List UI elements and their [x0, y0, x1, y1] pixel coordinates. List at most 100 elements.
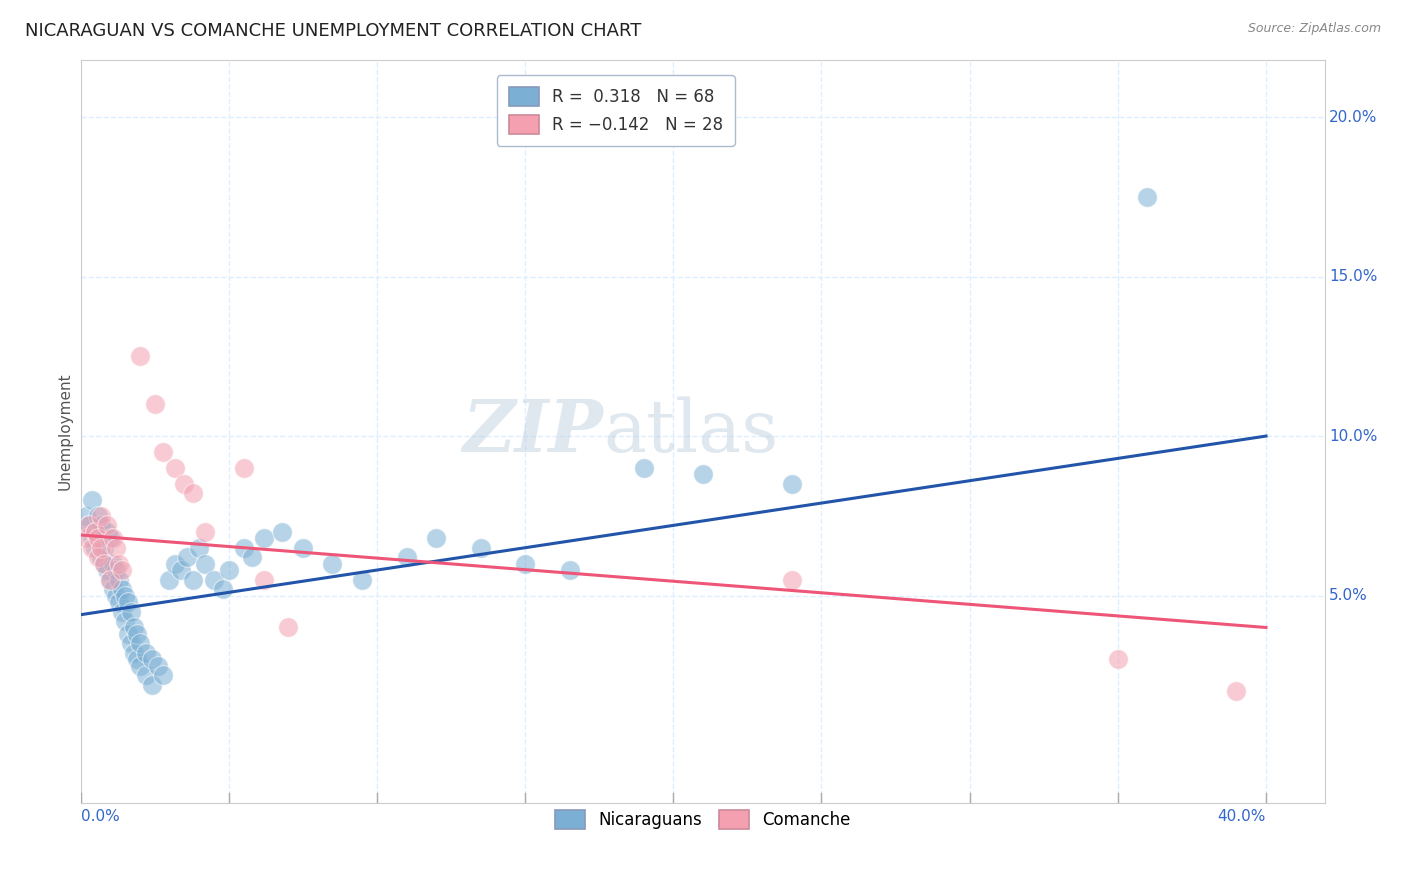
Point: [242, 550, 264, 565]
Point: [108, 595, 131, 609]
Point: [75, 508, 97, 523]
Point: [211, 582, 233, 597]
Point: [108, 557, 131, 571]
Point: [425, 531, 447, 545]
Point: [84, 524, 107, 539]
Point: [90, 508, 112, 523]
Point: [93, 557, 115, 571]
Point: [135, 668, 157, 682]
Point: [105, 589, 128, 603]
Point: [165, 557, 187, 571]
Point: [470, 541, 492, 555]
Point: [271, 524, 294, 539]
Point: [82, 541, 104, 555]
Text: NICARAGUAN VS COMANCHE UNEMPLOYMENT CORRELATION CHART: NICARAGUAN VS COMANCHE UNEMPLOYMENT CORR…: [25, 22, 641, 40]
Point: [780, 573, 803, 587]
Point: [84, 524, 107, 539]
Point: [558, 563, 581, 577]
Text: 5.0%: 5.0%: [1329, 588, 1368, 603]
Point: [90, 541, 112, 555]
Point: [165, 461, 187, 475]
Point: [117, 595, 139, 609]
Point: [101, 531, 124, 545]
Point: [253, 573, 276, 587]
Point: [232, 541, 254, 555]
Point: [75, 531, 97, 545]
Point: [170, 563, 193, 577]
Point: [108, 573, 131, 587]
Point: [111, 605, 134, 619]
Point: [96, 563, 118, 577]
Point: [120, 605, 142, 619]
Text: Source: ZipAtlas.com: Source: ZipAtlas.com: [1247, 22, 1381, 36]
Point: [93, 541, 115, 555]
Point: [101, 582, 124, 597]
Point: [87, 531, 110, 545]
Point: [173, 477, 195, 491]
Point: [117, 627, 139, 641]
Point: [141, 652, 163, 666]
Point: [79, 518, 101, 533]
Point: [181, 486, 204, 500]
Point: [1136, 190, 1159, 204]
Point: [93, 557, 115, 571]
Point: [194, 557, 217, 571]
Point: [633, 461, 655, 475]
Point: [87, 508, 110, 523]
Point: [125, 627, 148, 641]
Point: [232, 461, 254, 475]
Text: ZIP: ZIP: [463, 396, 603, 467]
Point: [111, 563, 134, 577]
Point: [96, 518, 118, 533]
Point: [111, 582, 134, 597]
Point: [202, 573, 225, 587]
Point: [176, 550, 198, 565]
Point: [152, 445, 174, 459]
Text: 20.0%: 20.0%: [1329, 110, 1378, 125]
Point: [692, 467, 714, 482]
Point: [181, 573, 204, 587]
Point: [277, 620, 299, 634]
Point: [321, 557, 343, 571]
Point: [105, 563, 128, 577]
Point: [1225, 684, 1247, 698]
Point: [96, 524, 118, 539]
Point: [90, 550, 112, 565]
Point: [159, 573, 181, 587]
Point: [146, 658, 169, 673]
Point: [135, 646, 157, 660]
Point: [128, 658, 150, 673]
Text: 10.0%: 10.0%: [1329, 428, 1378, 443]
Text: 0.0%: 0.0%: [80, 809, 120, 824]
Point: [105, 541, 128, 555]
Point: [79, 518, 101, 533]
Point: [395, 550, 418, 565]
Point: [291, 541, 314, 555]
Point: [82, 531, 104, 545]
Point: [513, 557, 536, 571]
Point: [352, 573, 374, 587]
Text: 40.0%: 40.0%: [1218, 809, 1265, 824]
Point: [120, 636, 142, 650]
Legend: Nicaraguans, Comanche: Nicaraguans, Comanche: [548, 803, 858, 836]
Point: [90, 518, 112, 533]
Point: [188, 541, 211, 555]
Point: [152, 668, 174, 682]
Text: atlas: atlas: [603, 396, 779, 467]
Point: [780, 477, 803, 491]
Point: [122, 646, 145, 660]
Point: [98, 573, 121, 587]
Point: [253, 531, 276, 545]
Text: 15.0%: 15.0%: [1329, 269, 1378, 284]
Point: [114, 589, 136, 603]
Point: [128, 636, 150, 650]
Point: [98, 573, 121, 587]
Point: [82, 492, 104, 507]
Point: [101, 557, 124, 571]
Point: [141, 678, 163, 692]
Point: [1107, 652, 1129, 666]
Point: [194, 524, 217, 539]
Point: [218, 563, 240, 577]
Point: [128, 349, 150, 363]
Point: [114, 614, 136, 628]
